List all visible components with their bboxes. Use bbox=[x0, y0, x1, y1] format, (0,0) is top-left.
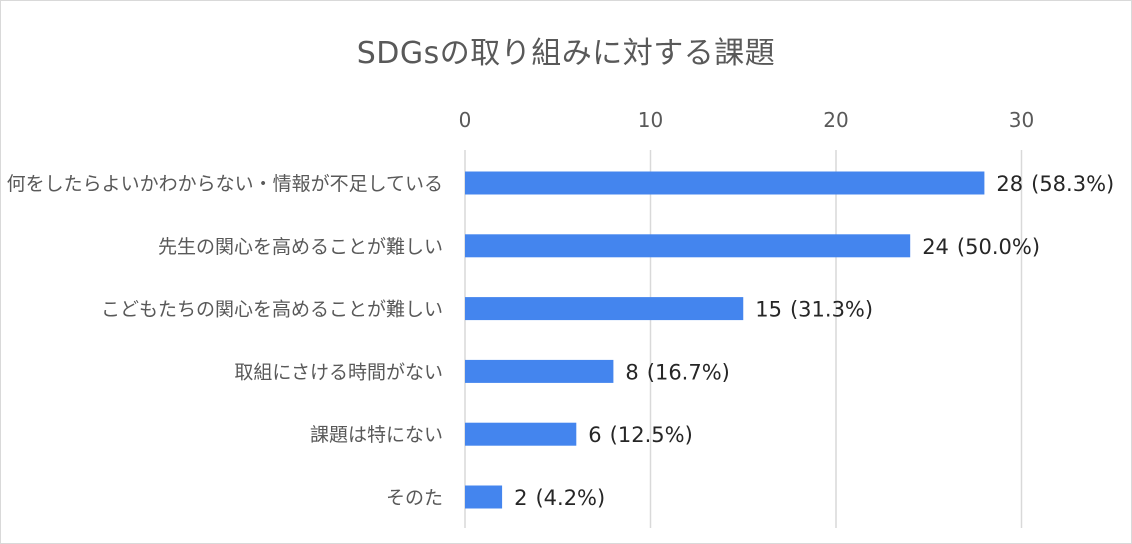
bar bbox=[465, 234, 911, 258]
x-tick-label-0: 0 bbox=[459, 108, 472, 132]
bar bbox=[465, 359, 614, 383]
data-label: 8 (16.7%) bbox=[625, 360, 729, 384]
bar bbox=[465, 297, 744, 321]
data-label-value: 2 bbox=[514, 486, 527, 510]
data-label-percent: (50.0%) bbox=[957, 235, 1040, 259]
bar bbox=[465, 422, 577, 446]
data-label-value: 8 bbox=[625, 360, 638, 384]
category-label: そのた bbox=[386, 487, 443, 509]
bar bbox=[465, 485, 503, 509]
x-tick-label-30: 30 bbox=[1009, 108, 1034, 132]
data-label-value: 15 bbox=[755, 298, 782, 322]
category-label: 何をしたらよいかわからない・情報が不足している bbox=[7, 173, 443, 195]
data-label: 2 (4.2%) bbox=[514, 486, 605, 510]
category-label: 課題は特にない bbox=[310, 424, 443, 446]
data-label-percent: (12.5%) bbox=[610, 423, 693, 447]
data-label-value: 6 bbox=[588, 423, 601, 447]
category-label: こどもたちの関心を高めることが難しい bbox=[101, 299, 443, 321]
data-label: 15 (31.3%) bbox=[755, 298, 873, 322]
data-label-value: 24 bbox=[922, 235, 949, 259]
data-label-percent: (16.7%) bbox=[647, 360, 730, 384]
category-label: 取組にさける時間がない bbox=[234, 361, 443, 383]
data-label-percent: (4.2%) bbox=[535, 486, 605, 510]
x-tick-label-10: 10 bbox=[638, 108, 663, 132]
data-label: 6 (12.5%) bbox=[588, 423, 692, 447]
data-label-percent: (31.3%) bbox=[790, 298, 873, 322]
data-label: 28 (58.3%) bbox=[996, 172, 1114, 196]
bar bbox=[465, 171, 985, 195]
x-tick-label-20: 20 bbox=[823, 108, 848, 132]
data-label: 24 (50.0%) bbox=[922, 235, 1040, 259]
chart-title: SDGsの取り組みに対する課題 bbox=[356, 36, 776, 71]
data-label-value: 28 bbox=[996, 172, 1023, 196]
category-label: 先生の関心を高めることが難しい bbox=[158, 236, 443, 258]
data-label-percent: (58.3%) bbox=[1031, 172, 1114, 196]
